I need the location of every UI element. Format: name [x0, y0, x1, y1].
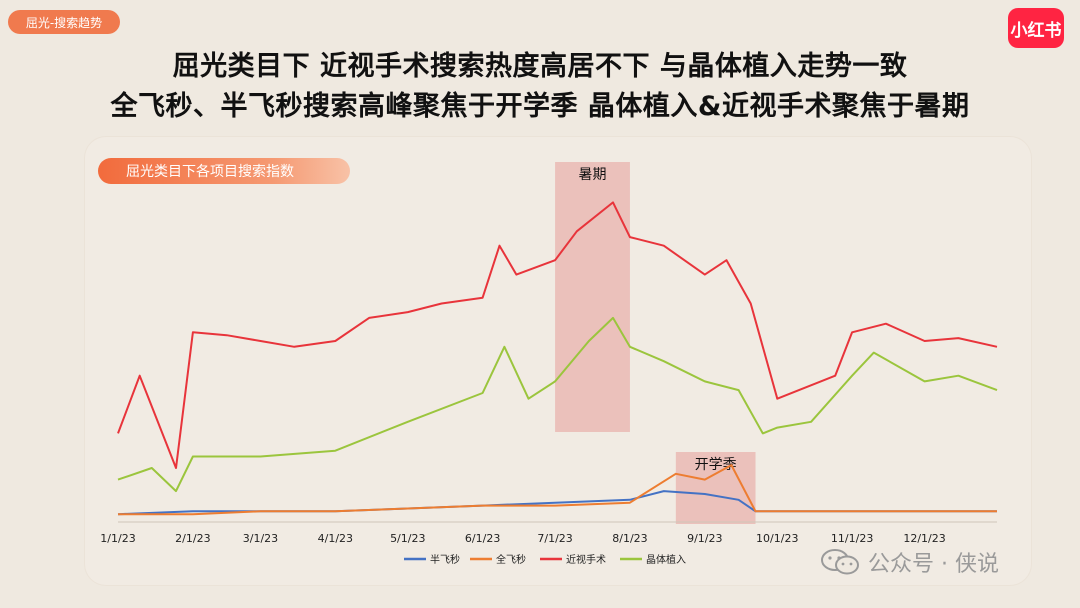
x-tick-label: 11/1/23	[831, 532, 873, 545]
x-tick-label: 8/1/23	[612, 532, 647, 545]
legend-label: 晶体植入	[646, 553, 686, 566]
x-tick-label: 5/1/23	[390, 532, 425, 545]
wechat-icon	[821, 549, 859, 575]
xiaohongshu-logo: 小红书	[1008, 8, 1064, 48]
x-tick-label: 2/1/23	[175, 532, 210, 545]
x-tick-label: 4/1/23	[318, 532, 353, 545]
legend-label: 全飞秒	[496, 553, 526, 566]
x-tick-label: 6/1/23	[465, 532, 500, 545]
page-title-line-2: 全飞秒、半飞秒搜索高峰聚焦于开学季 晶体植入&近视手术聚焦于暑期	[110, 91, 970, 122]
x-tick-label: 9/1/23	[687, 532, 722, 545]
legend-label: 近视手术	[566, 553, 606, 566]
watermark-text: 公众号 · 侠说	[868, 552, 999, 577]
x-tick-label: 1/1/23	[100, 532, 135, 545]
x-tick-label: 3/1/23	[243, 532, 278, 545]
section-tag: 屈光-搜索趋势	[8, 10, 120, 34]
highlight-region-label: 暑期	[579, 167, 607, 183]
chart-title: 屈光类目下各项目搜索指数	[98, 158, 350, 184]
page-title-line-1: 屈光类目下 近视手术搜索热度高居不下 与晶体植入走势一致	[172, 51, 908, 82]
series-line-2	[117, 201, 998, 469]
highlight-region-0	[555, 162, 630, 432]
x-tick-label: 12/1/23	[903, 532, 945, 545]
x-tick-label: 10/1/23	[756, 532, 798, 545]
x-tick-label: 7/1/23	[537, 532, 572, 545]
watermark: 公众号 · 侠说	[820, 546, 999, 578]
series-line-3	[117, 316, 998, 493]
legend-label: 半飞秒	[430, 553, 460, 566]
series-line-1	[118, 464, 997, 516]
